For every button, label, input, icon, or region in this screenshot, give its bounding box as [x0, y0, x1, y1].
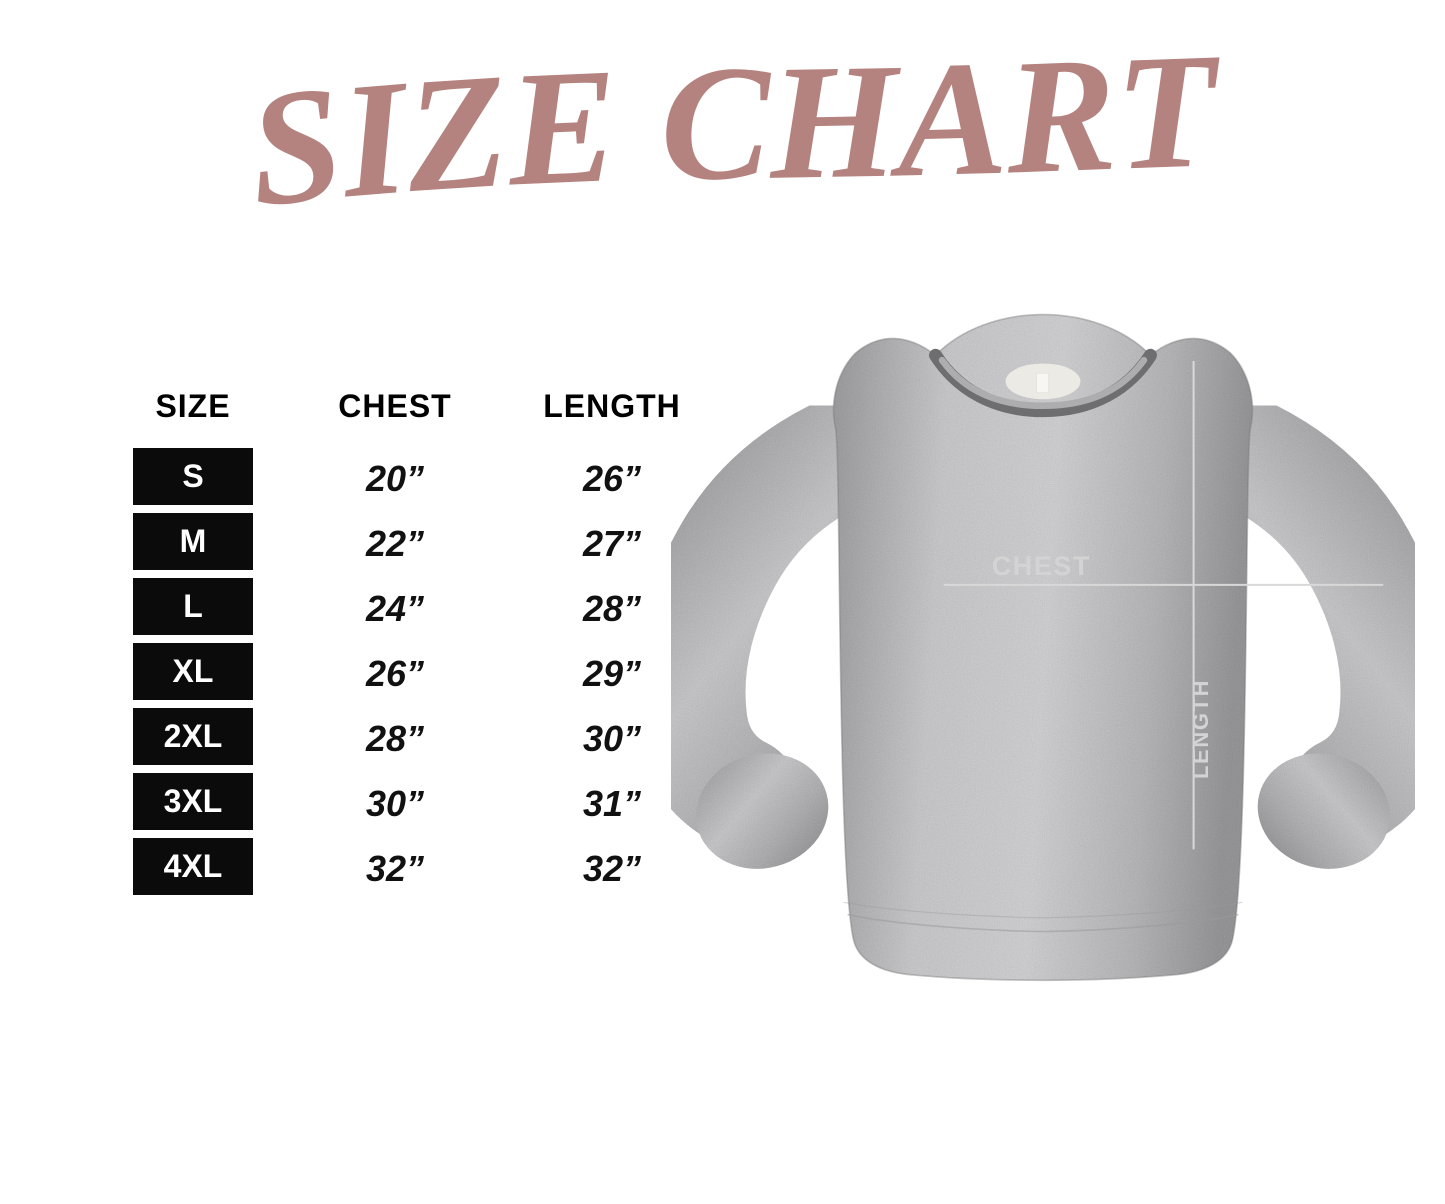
svg-text:LENGTH: LENGTH [1188, 679, 1213, 779]
svg-text:SIZE CHART: SIZE CHART [241, 19, 1225, 241]
svg-text:CHEST: CHEST [992, 551, 1091, 581]
